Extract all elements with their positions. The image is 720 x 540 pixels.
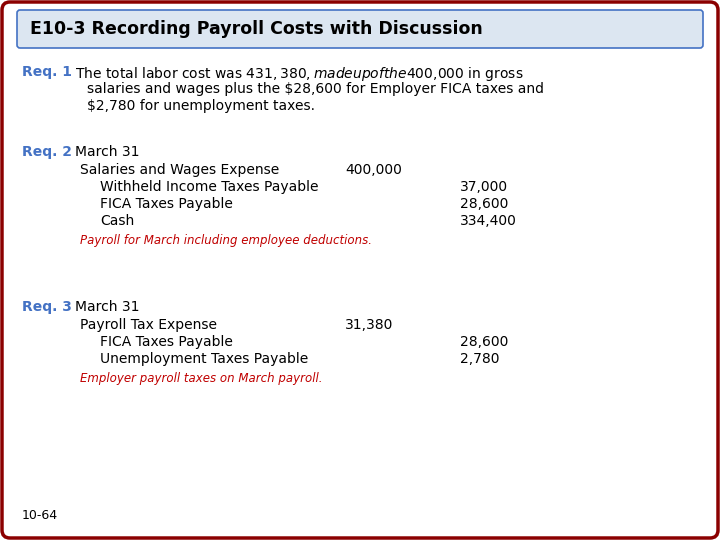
- Text: Req. 3: Req. 3: [22, 300, 72, 314]
- Text: Cash: Cash: [100, 214, 134, 228]
- Text: 28,600: 28,600: [460, 335, 508, 349]
- Text: 10-64: 10-64: [22, 509, 58, 522]
- Text: Withheld Income Taxes Payable: Withheld Income Taxes Payable: [100, 180, 318, 194]
- Text: The total labor cost was $431,380, made up of the $400,000 in gross: The total labor cost was $431,380, made …: [75, 65, 523, 83]
- Text: Payroll for March including employee deductions.: Payroll for March including employee ded…: [80, 234, 372, 247]
- Text: Employer payroll taxes on March payroll.: Employer payroll taxes on March payroll.: [80, 372, 323, 385]
- Text: Req. 2: Req. 2: [22, 145, 72, 159]
- Text: FICA Taxes Payable: FICA Taxes Payable: [100, 197, 233, 211]
- Text: March 31: March 31: [75, 300, 140, 314]
- Text: 400,000: 400,000: [345, 163, 402, 177]
- Text: E10-3 Recording Payroll Costs with Discussion: E10-3 Recording Payroll Costs with Discu…: [30, 20, 482, 38]
- Text: 28,600: 28,600: [460, 197, 508, 211]
- Text: March 31: March 31: [75, 145, 140, 159]
- Text: Salaries and Wages Expense: Salaries and Wages Expense: [80, 163, 279, 177]
- Text: salaries and wages plus the $28,600 for Employer FICA taxes and: salaries and wages plus the $28,600 for …: [87, 82, 544, 96]
- FancyBboxPatch shape: [17, 10, 703, 48]
- Text: Unemployment Taxes Payable: Unemployment Taxes Payable: [100, 352, 308, 366]
- Text: Payroll Tax Expense: Payroll Tax Expense: [80, 318, 217, 332]
- Text: 31,380: 31,380: [345, 318, 393, 332]
- Text: $2,780 for unemployment taxes.: $2,780 for unemployment taxes.: [87, 99, 315, 113]
- Text: Req. 1: Req. 1: [22, 65, 72, 79]
- Text: 37,000: 37,000: [460, 180, 508, 194]
- Text: FICA Taxes Payable: FICA Taxes Payable: [100, 335, 233, 349]
- Text: 334,400: 334,400: [460, 214, 517, 228]
- Text: 2,780: 2,780: [460, 352, 500, 366]
